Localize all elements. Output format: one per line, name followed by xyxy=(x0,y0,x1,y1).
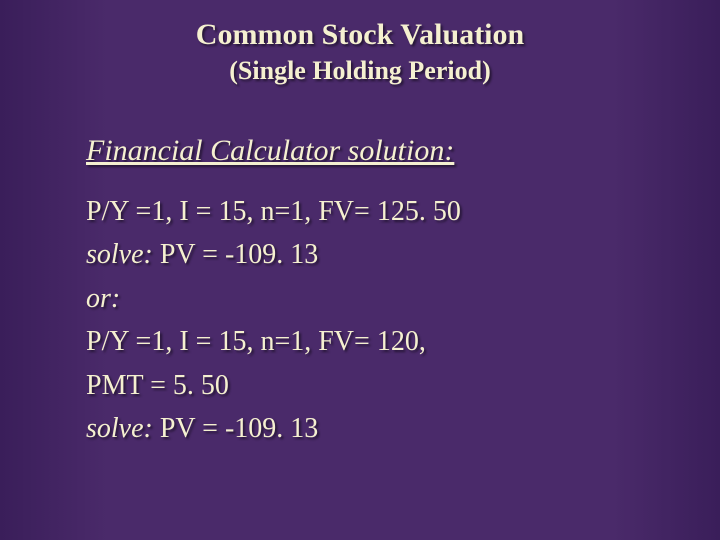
solve-value: PV = -109. 13 xyxy=(153,239,318,270)
body-line-1: P/Y =1, I = 15, n=1, FV= 125. 50 xyxy=(86,190,634,233)
body-line-4: P/Y =1, I = 15, n=1, FV= 120, xyxy=(86,320,634,363)
solve-value-2: PV = -109. 13 xyxy=(153,413,318,444)
body-line-2: solve: PV = -109. 13 xyxy=(86,233,634,276)
solve-label-2: solve: xyxy=(86,413,153,444)
slide-title: Common Stock Valuation xyxy=(0,0,720,52)
slide: Common Stock Valuation (Single Holding P… xyxy=(0,0,720,540)
body-line-5: PMT = 5. 50 xyxy=(86,364,634,407)
slide-body: Financial Calculator solution: P/Y =1, I… xyxy=(86,134,634,450)
solve-label: solve: xyxy=(86,239,153,270)
slide-subtitle: (Single Holding Period) xyxy=(0,56,720,86)
body-line-6: solve: PV = -109. 13 xyxy=(86,407,634,450)
body-heading: Financial Calculator solution: xyxy=(86,134,634,168)
body-line-or: or: xyxy=(86,277,634,320)
